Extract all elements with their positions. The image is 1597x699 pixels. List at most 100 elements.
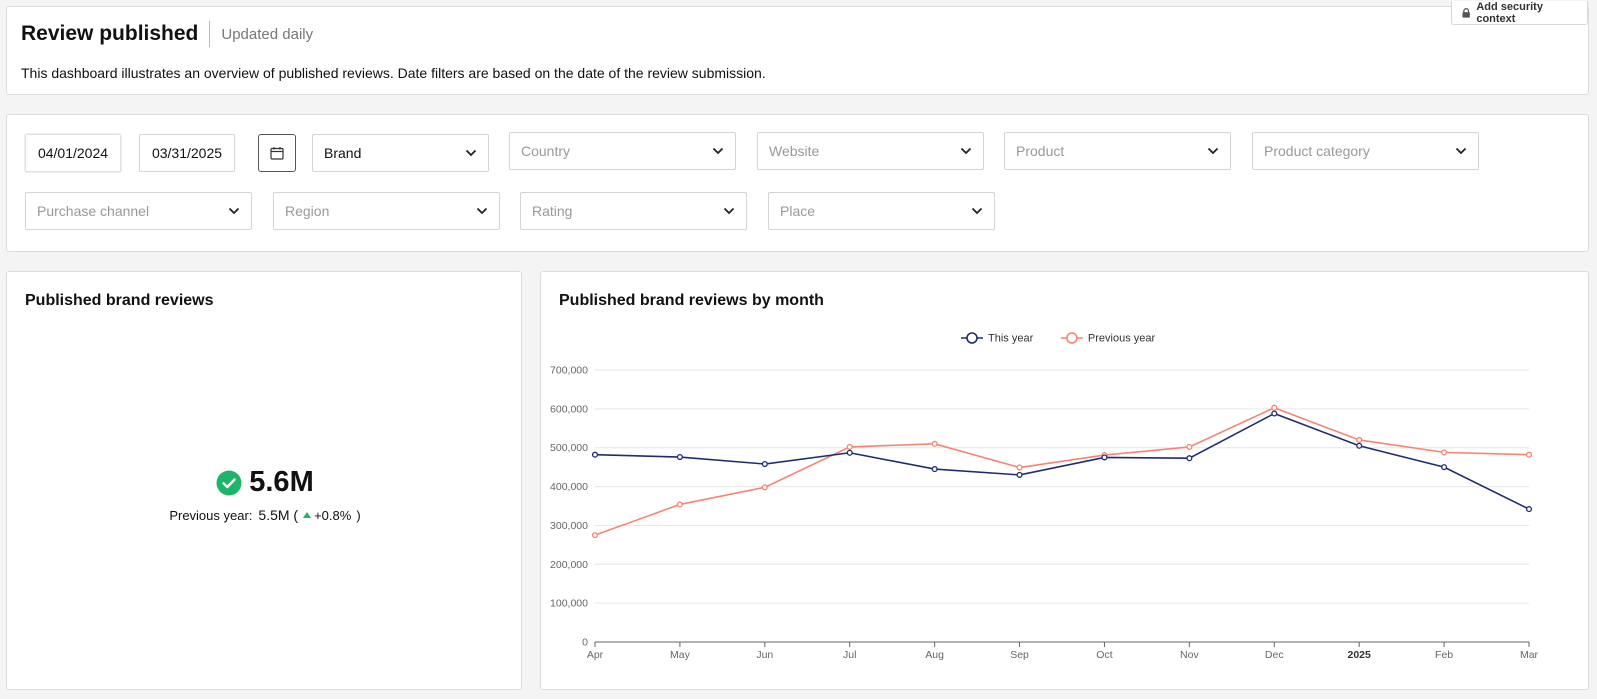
y-tick-label: 200,000 (550, 559, 588, 571)
y-tick-label: 400,000 (550, 481, 588, 493)
data-point (676, 501, 683, 508)
page-title: Review published (21, 22, 199, 45)
chevron-down-icon (228, 207, 240, 215)
website-select[interactable]: Website (757, 132, 984, 170)
y-tick-label: 0 (582, 637, 588, 649)
y-tick-label: 100,000 (550, 598, 588, 610)
kpi-comparison: Previous year: 5.5M ( +0.8%) (7, 507, 523, 523)
kpi-value: 5.6M (249, 466, 314, 498)
start-date-input[interactable]: 04/01/2024 (25, 134, 121, 172)
place-select-label: Place (780, 203, 816, 219)
data-point (1525, 451, 1533, 458)
calendar-icon (270, 147, 284, 160)
x-tick-label: 2025 (1348, 649, 1372, 661)
website-select-label: Website (769, 143, 820, 159)
chevron-down-icon (1455, 147, 1467, 155)
x-tick-label: Jun (756, 649, 773, 661)
product-select-label: Product (1016, 143, 1065, 159)
add-security-context-label: Add security context (1476, 0, 1543, 25)
legend-swatch-marker (1066, 332, 1078, 344)
chevron-down-icon (971, 207, 983, 215)
calendar-button[interactable] (258, 134, 296, 172)
filters-panel: 04/01/2024 03/31/2025 Brand Country Webs… (6, 114, 1589, 252)
data-point (931, 440, 938, 447)
data-point (591, 451, 599, 458)
previous-year-value: 5.5M ( (258, 507, 299, 523)
lock-icon (1462, 7, 1470, 18)
title-row: Review published Updated daily (21, 21, 313, 47)
country-select-label: Country (521, 143, 571, 159)
x-tick-label: Dec (1265, 649, 1284, 661)
data-point (1016, 471, 1023, 478)
check-circle-icon (216, 470, 242, 495)
data-point (676, 453, 683, 461)
chevron-down-icon (712, 147, 724, 155)
y-tick-label: 500,000 (550, 442, 588, 454)
kpi-card: Published brand reviews 5.6M Previous ye… (6, 271, 522, 690)
series-line (594, 412, 1530, 510)
chart-card: Published brand reviews by month 0 100,00… (540, 271, 1589, 690)
data-point (1186, 455, 1193, 462)
chevron-down-icon (465, 149, 477, 157)
chevron-down-icon (723, 207, 735, 215)
chevron-down-icon (1207, 147, 1219, 155)
rating-select-label: Rating (532, 203, 573, 219)
rating-select[interactable]: Rating (520, 192, 747, 230)
header-panel: Review published Updated daily This dash… (6, 1, 1589, 95)
kpi-card-title: Published brand reviews (25, 292, 214, 309)
series-line (594, 406, 1530, 536)
data-point (931, 466, 938, 473)
line-chart: 0 100,000 200,000 300,000 400,000 500,000 600,… (550, 332, 1539, 661)
data-point (1016, 464, 1023, 471)
chart-card-title: Published brand reviews by month (559, 292, 824, 309)
previous-year-label: Previous year: (169, 508, 253, 523)
product-select[interactable]: Product (1004, 132, 1231, 170)
data-point (1186, 443, 1193, 450)
y-tick-label: 300,000 (550, 520, 588, 532)
data-point (1356, 442, 1363, 449)
purchase-channel-select-label: Purchase channel (37, 203, 150, 219)
country-select[interactable]: Country (509, 132, 736, 170)
brand-select-label: Brand (324, 145, 362, 161)
data-point (1271, 404, 1278, 411)
change-percent: +0.8% (314, 508, 352, 523)
legend-swatch-marker (966, 332, 978, 344)
title-divider (209, 21, 211, 47)
close-paren: ) (356, 508, 361, 523)
x-tick-label: Feb (1435, 649, 1453, 661)
data-point (761, 484, 768, 491)
product-category-select-label: Product category (1264, 143, 1370, 159)
region-select[interactable]: Region (273, 192, 500, 230)
purchase-channel-select[interactable]: Purchase channel (25, 192, 252, 230)
x-tick-label: Apr (587, 649, 604, 661)
data-point (1441, 449, 1448, 456)
x-tick-label: May (670, 649, 691, 661)
data-point (1356, 436, 1363, 443)
region-select-label: Region (285, 203, 330, 219)
x-tick-label: Oct (1096, 649, 1112, 661)
data-point (1271, 410, 1278, 417)
data-point (1525, 506, 1533, 513)
y-tick-label: 600,000 (550, 403, 588, 415)
kpi-main: 5.6M (7, 466, 523, 499)
chevron-down-icon (960, 147, 972, 155)
data-point (1101, 454, 1108, 461)
x-tick-label: Jul (843, 649, 856, 661)
add-security-context-button[interactable]: Add security context (1451, 1, 1588, 25)
brand-select[interactable]: Brand (312, 134, 489, 172)
y-tick-label: 700,000 (550, 365, 588, 377)
trend-up-icon (303, 512, 312, 518)
x-tick-label: Mar (1520, 649, 1539, 661)
place-select[interactable]: Place (768, 192, 995, 230)
x-tick-label: Aug (925, 649, 944, 661)
x-tick-label: Nov (1180, 649, 1199, 661)
data-point (846, 443, 853, 450)
data-point (1441, 464, 1448, 471)
data-point (591, 532, 599, 539)
x-tick-label: Sep (1010, 649, 1029, 661)
legend-label: Previous year (1088, 333, 1156, 345)
chevron-down-icon (476, 207, 488, 215)
data-point (846, 449, 853, 456)
end-date-input[interactable]: 03/31/2025 (139, 134, 235, 172)
product-category-select[interactable]: Product category (1252, 132, 1479, 170)
